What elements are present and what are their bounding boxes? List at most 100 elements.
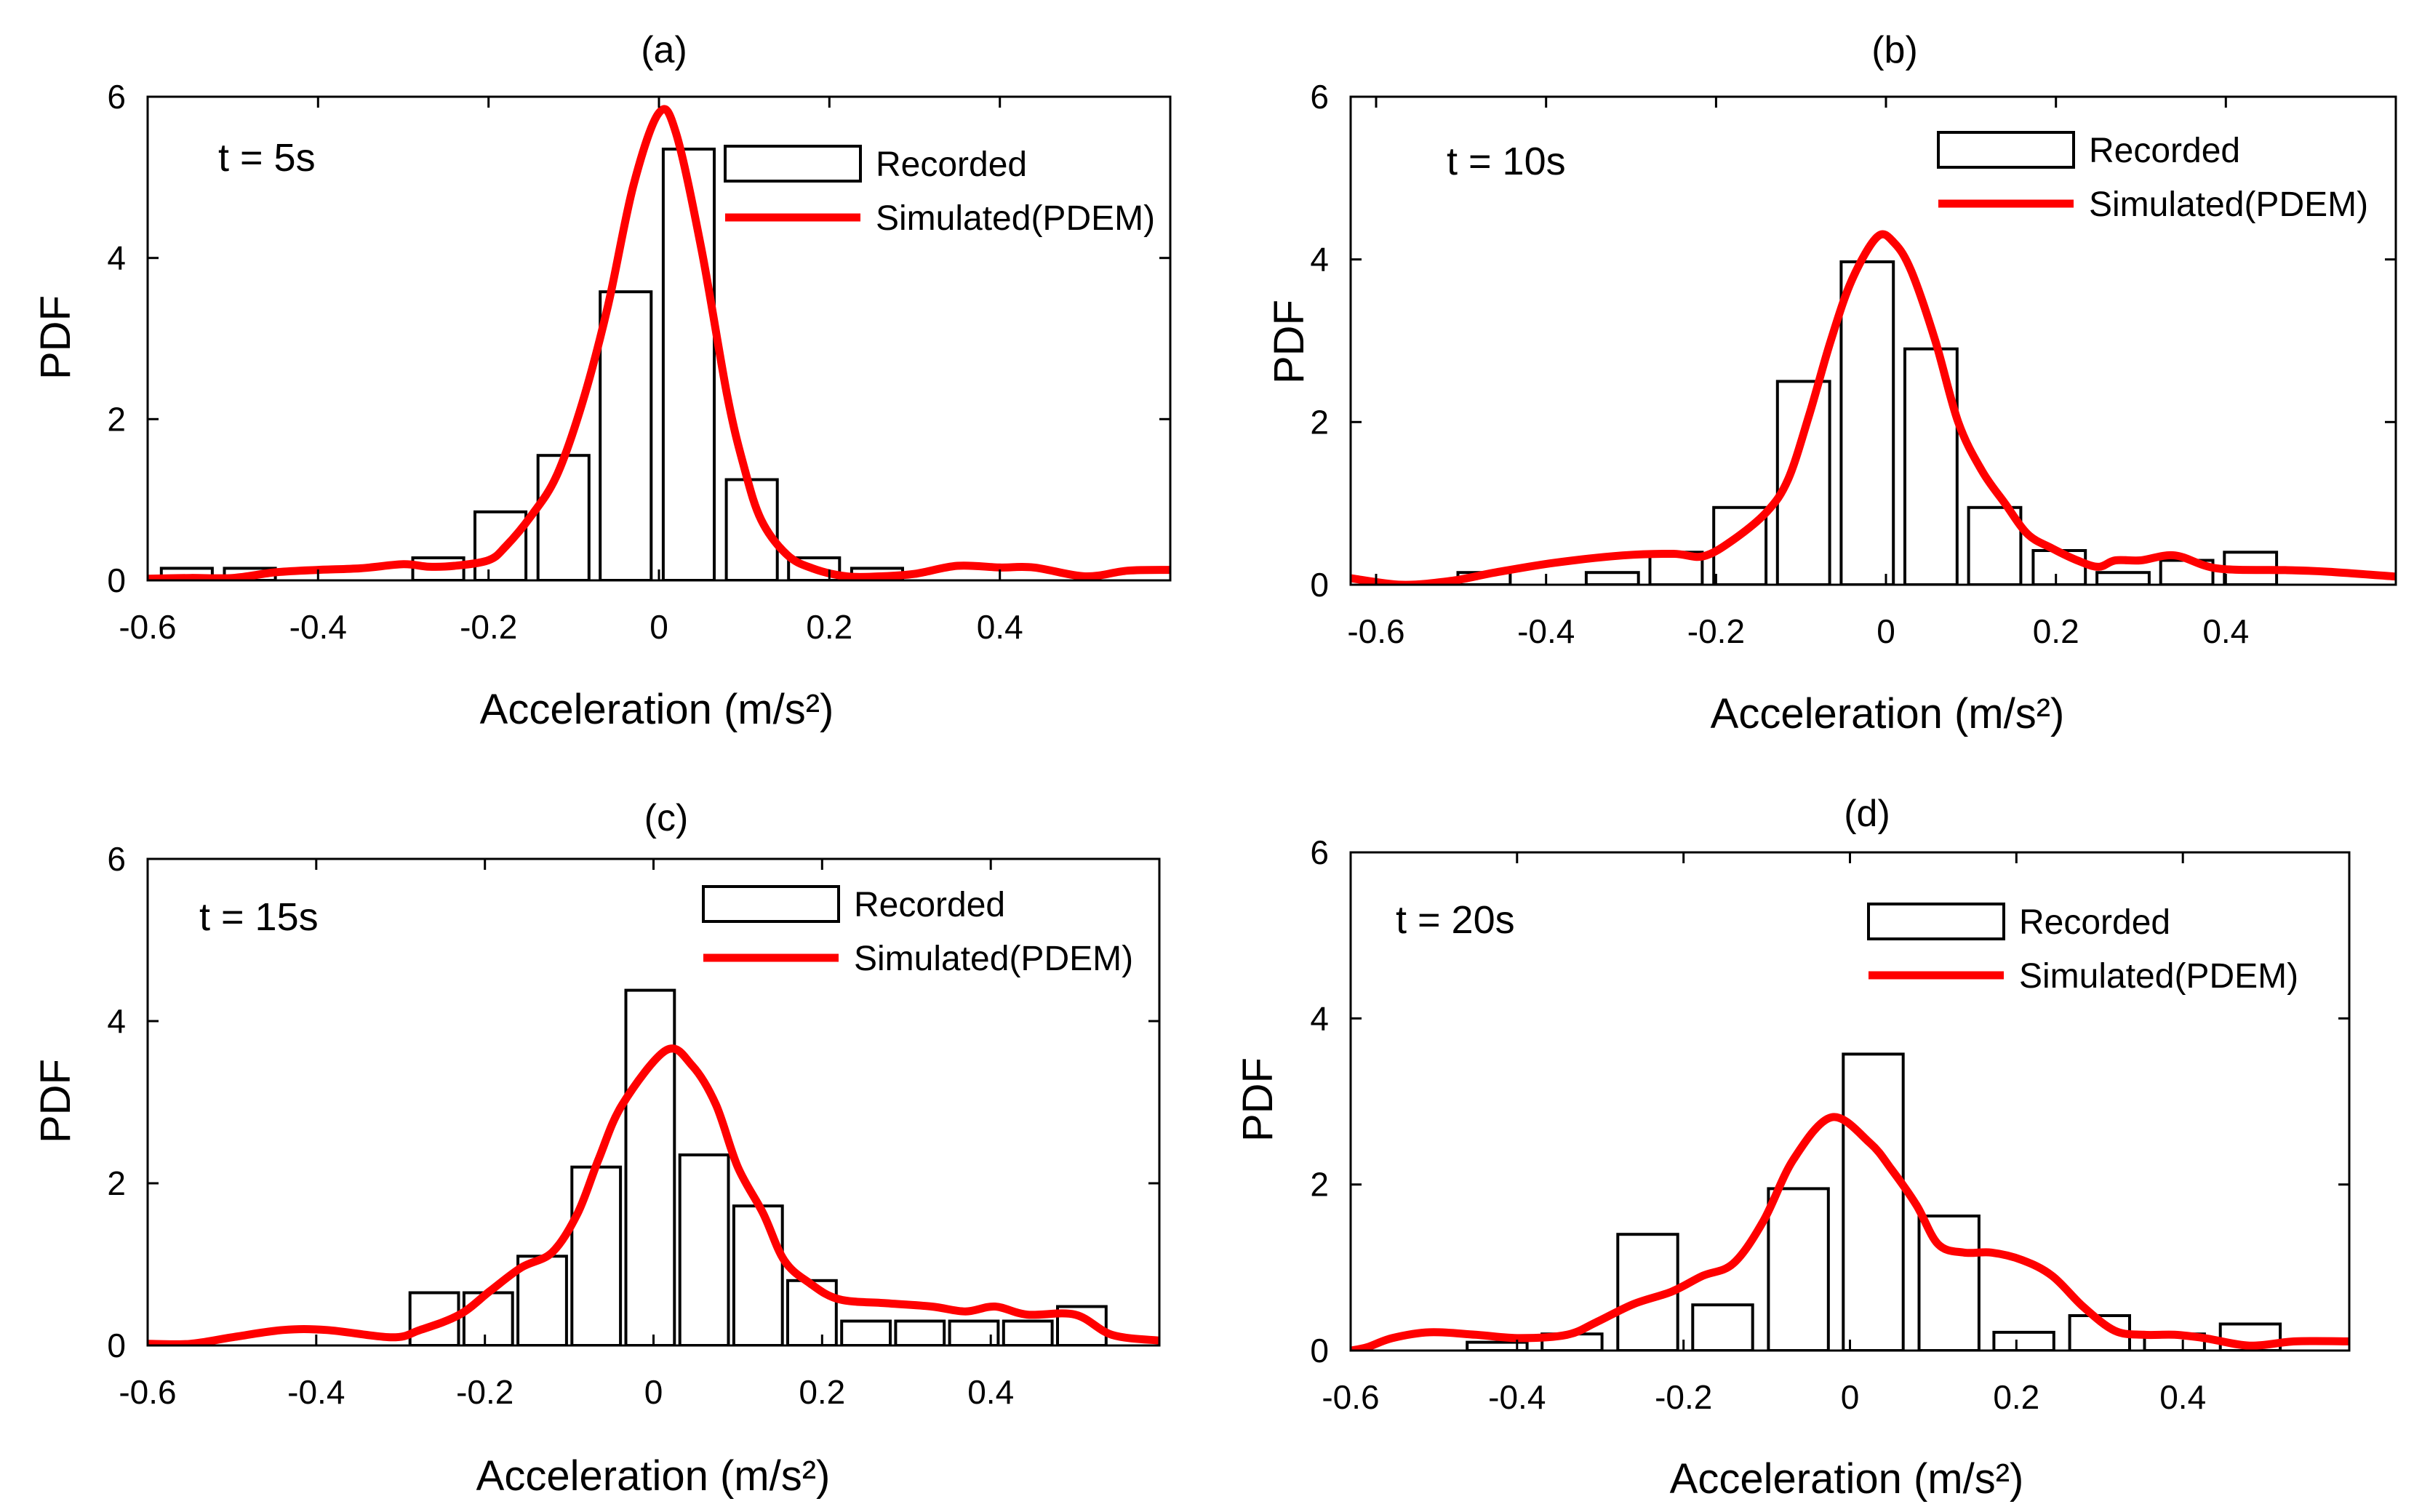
plot-area	[1351, 230, 2396, 585]
time-annotation: t = 10s	[1447, 140, 1566, 183]
y-axis-label: PDF	[32, 295, 79, 380]
recorded-histogram	[408, 988, 1108, 1345]
y-axis: 0 2 4 6	[107, 78, 1170, 599]
legend-entry-label: Recorded	[2089, 132, 2240, 170]
x-tick-label: 0.4	[2202, 612, 2249, 650]
histogram-bar	[473, 510, 528, 580]
plot-area	[1351, 1052, 2349, 1351]
x-tick-label: -0.2	[1655, 1378, 1712, 1416]
histogram-bar	[1967, 505, 2023, 585]
histogram-bar	[661, 148, 716, 580]
x-tick-label: 0	[1877, 612, 1895, 650]
x-tick-label: 0	[1841, 1378, 1860, 1416]
x-axis: -0.6 -0.4 -0.2 0 0.2 0.4	[119, 97, 1023, 646]
legend-entry-label: Simulated(PDEM)	[2089, 185, 2368, 224]
histogram-bar	[840, 1319, 892, 1345]
time-annotation: t = 15s	[199, 895, 319, 939]
histogram-bar	[624, 988, 676, 1345]
x-tick-label: -0.6	[1322, 1378, 1379, 1416]
y-tick-label: 2	[1310, 403, 1329, 441]
legend: Recorded Simulated(PDEM)	[1937, 131, 2368, 224]
y-tick-label: 0	[107, 561, 126, 599]
x-tick-label: -0.2	[1687, 612, 1745, 650]
x-tick-label: 0.4	[2159, 1378, 2206, 1416]
simulated-pdem-curve	[1351, 230, 2396, 585]
x-tick-label: -0.4	[1517, 612, 1575, 650]
recorded-histogram	[1466, 1052, 2282, 1351]
histogram-bar	[1917, 1215, 1981, 1351]
y-axis: 0 2 4 6	[1310, 78, 2396, 604]
y-axis-label: PDF	[32, 1059, 79, 1143]
panel-title: (c)	[644, 797, 689, 839]
simulated-pdem-curve	[148, 105, 1170, 580]
x-tick-label: 0.2	[799, 1373, 845, 1411]
panel-a: -0.6 -0.4 -0.2 0 0.2 0.4 0 2 4 6 (a) Acceleration (…	[32, 29, 1172, 733]
x-tick-label: 0	[644, 1373, 663, 1411]
histogram-bar	[1992, 1330, 2055, 1351]
x-tick-label: -0.6	[119, 608, 176, 646]
x-tick-label: -0.6	[1347, 612, 1404, 650]
y-tick-label: 4	[1310, 241, 1329, 279]
y-axis: 0 2 4 6	[107, 840, 1159, 1364]
legend-entry-label: Recorded	[876, 145, 1027, 184]
y-tick-label: 6	[1310, 78, 1329, 116]
axes-box	[1349, 95, 2397, 586]
plot-area	[148, 105, 1170, 580]
x-axis: -0.6 -0.4 -0.2 0 0.2 0.4	[1322, 852, 2206, 1416]
time-annotation: t = 20s	[1396, 898, 1515, 942]
y-tick-label: 2	[107, 1164, 126, 1202]
histogram-bar	[786, 1279, 838, 1345]
y-tick-label: 6	[107, 78, 126, 116]
simulated-pdem-curve	[148, 1044, 1159, 1345]
histogram-bar	[1002, 1319, 1054, 1345]
legend-entry-label: Simulated(PDEM)	[2019, 957, 2298, 996]
x-axis-label: Acceleration (m/s²)	[1711, 690, 2065, 737]
histogram-bar	[1767, 1187, 1830, 1351]
panel-title: (b)	[1871, 29, 1918, 71]
legend-entry-label: Recorded	[2019, 903, 2170, 942]
panel-title: (d)	[1844, 793, 1890, 835]
panel-title: (a)	[641, 29, 687, 71]
legend: Recorded Simulated(PDEM)	[1867, 903, 2298, 996]
histogram-bar	[570, 1165, 623, 1345]
x-tick-label: 0.2	[806, 608, 852, 646]
histogram-bar	[462, 1291, 514, 1345]
histogram-bar	[678, 1153, 730, 1345]
panel-c: -0.6 -0.4 -0.2 0 0.2 0.4 0 2 4 6 (c) Acceleration (…	[32, 797, 1161, 1500]
legend: Recorded Simulated(PDEM)	[724, 145, 1155, 238]
x-tick-label: 0.2	[1993, 1378, 2039, 1416]
x-tick-label: 0	[650, 608, 668, 646]
y-tick-label: 4	[107, 239, 126, 277]
y-tick-label: 4	[107, 1002, 126, 1040]
legend-swatch-recorded	[1937, 131, 2075, 169]
y-tick-label: 4	[1310, 999, 1329, 1037]
y-axis-label: PDF	[1266, 300, 1313, 384]
x-tick-label: -0.2	[460, 608, 517, 646]
recorded-histogram	[1456, 260, 2279, 585]
legend-entry-label: Recorded	[854, 886, 1005, 924]
time-annotation: t = 5s	[218, 136, 316, 180]
y-axis-label: PDF	[1234, 1057, 1282, 1142]
plot-area	[148, 988, 1159, 1345]
x-axis-label: Acceleration (m/s²)	[480, 686, 834, 733]
y-tick-label: 0	[1310, 566, 1329, 604]
y-tick-label: 2	[107, 400, 126, 438]
y-axis: 0 2 4 6	[1310, 833, 2349, 1369]
y-tick-label: 0	[107, 1327, 126, 1364]
panel-d: -0.6 -0.4 -0.2 0 0.2 0.4 0 2 4 6 (d) Acceleration (…	[1234, 793, 2351, 1503]
x-axis-label: Acceleration (m/s²)	[1670, 1455, 2024, 1503]
x-tick-label: -0.4	[287, 1373, 345, 1411]
histogram-bar	[1691, 1303, 1754, 1351]
y-tick-label: 6	[107, 840, 126, 878]
histogram-bar	[536, 454, 591, 580]
x-tick-label: 0.4	[977, 608, 1023, 646]
y-tick-label: 2	[1310, 1166, 1329, 1204]
x-tick-label: -0.2	[456, 1373, 513, 1411]
x-tick-label: -0.4	[1488, 1378, 1546, 1416]
legend: Recorded Simulated(PDEM)	[702, 885, 1133, 978]
histogram-bar	[1842, 1052, 1905, 1351]
histogram-bar	[516, 1255, 568, 1345]
recorded-histogram	[159, 148, 905, 580]
histogram-bar	[599, 290, 653, 580]
